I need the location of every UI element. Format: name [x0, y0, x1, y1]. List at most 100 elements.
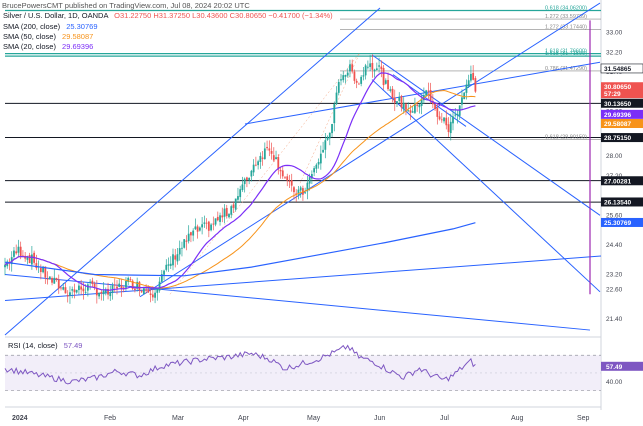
rsi-legend: RSI (14, close) 57.49 [8, 341, 82, 350]
candle-body [17, 246, 20, 253]
candle-body [304, 192, 307, 194]
candle-body [369, 63, 372, 67]
candle-body [185, 240, 188, 242]
candle-body [452, 116, 454, 124]
candle-body [6, 261, 9, 267]
candle-body [64, 287, 67, 294]
candle-body [19, 246, 22, 257]
trendline-4 [244, 61, 601, 125]
candle-body [15, 251, 18, 254]
candle-body [151, 294, 154, 298]
candle-body [315, 164, 318, 169]
candle-body [438, 116, 441, 120]
candle-body [225, 207, 228, 217]
candle-body [326, 136, 329, 140]
candle-body [331, 124, 333, 134]
candle-body [319, 153, 322, 164]
candle-body [275, 157, 277, 160]
candle-body [447, 124, 450, 132]
candle-body [454, 114, 457, 116]
price-label-box-5 [601, 118, 643, 128]
candle-body [293, 187, 295, 193]
candle-body [196, 226, 199, 232]
candle-body [400, 96, 403, 108]
candle-body [391, 88, 394, 98]
candle-body [443, 117, 445, 122]
candle-body [378, 65, 380, 67]
candle-body [340, 79, 342, 81]
candle-body [456, 113, 459, 116]
candle-body [172, 254, 174, 266]
symbol-name: Silver / U.S. Dollar, 1D, OANDA [3, 11, 109, 20]
rsi-value-label: 57.49 [606, 364, 623, 371]
candle-body [470, 73, 472, 81]
candle-body [461, 97, 463, 105]
candle-body [297, 189, 300, 195]
candle-body [288, 181, 291, 182]
candle-body [358, 83, 360, 85]
candle-body [324, 140, 327, 150]
rsi-label: RSI (14, close) [8, 341, 58, 350]
candle-body [8, 261, 11, 263]
candle-body [237, 196, 239, 200]
candle-body [407, 110, 410, 112]
candle-body [207, 221, 210, 231]
candle-body [190, 232, 192, 236]
candle-body [4, 264, 6, 268]
candle-body [140, 291, 143, 293]
fib-label-5: 0.786 (31.47290) [545, 66, 587, 72]
candle-body [163, 270, 165, 275]
candle-body [210, 224, 212, 231]
candle-body [266, 146, 268, 149]
candle-body [366, 66, 369, 68]
fib-label-0: 0.618 (34.06200) [545, 5, 587, 11]
price-label-9: 25.30769 [604, 220, 631, 227]
candle-body [228, 214, 230, 218]
candle-body [73, 289, 76, 293]
time-tick-8: Sep [577, 415, 590, 422]
rsi-tick-0: 40.00 [606, 379, 623, 386]
candle-body [221, 215, 224, 218]
time-tick-6: Jul [440, 415, 449, 422]
candle-body [160, 274, 163, 282]
legend-sma20[interactable]: SMA (20, close) 29.69396 [3, 42, 93, 51]
price-label-0: 31.54865 [604, 66, 631, 73]
candle-body [322, 149, 324, 153]
candle-body [427, 90, 430, 92]
candle-body [167, 264, 170, 266]
price-tick-10: 22.60 [606, 286, 623, 293]
candle-body [183, 239, 186, 248]
candle-body [405, 104, 407, 110]
candle-body [66, 295, 69, 297]
price-tick-5: 28.00 [606, 153, 623, 160]
candle-body [263, 148, 266, 160]
candle-body [449, 121, 452, 134]
candle-body [440, 119, 443, 121]
candle-body [232, 204, 235, 208]
candle-body [248, 177, 251, 181]
candle-body [154, 292, 156, 298]
candle-body [39, 267, 42, 273]
legend-sma200[interactable]: SMA (200, close) 25.30769 [3, 22, 98, 31]
candle-body [257, 161, 260, 166]
candle-body [418, 104, 421, 108]
price-label-2: 57:29 [604, 91, 621, 98]
fib-label-4: 1.618 (31.71590) [545, 51, 587, 57]
fib-label-1: 1.272 (33.59739) [545, 14, 587, 20]
candle-body [371, 62, 374, 70]
candle-body [28, 254, 31, 264]
fib-label-3: 1.618 (31.76600) [545, 49, 587, 55]
candle-body [420, 98, 423, 106]
candle-body [409, 110, 412, 113]
trendline-2 [4, 255, 602, 301]
candle-body [425, 90, 428, 96]
time-tick-3: Apr [238, 415, 250, 422]
price-label-7: 27.00281 [604, 178, 631, 185]
time-tick-0: 2024 [12, 415, 28, 422]
candle-body [134, 288, 136, 290]
price-label-box-4 [601, 109, 643, 119]
legend-sma50[interactable]: SMA (50, close) 29.58087 [3, 32, 93, 41]
trendline-1 [4, 274, 591, 331]
candle-body [120, 285, 123, 289]
